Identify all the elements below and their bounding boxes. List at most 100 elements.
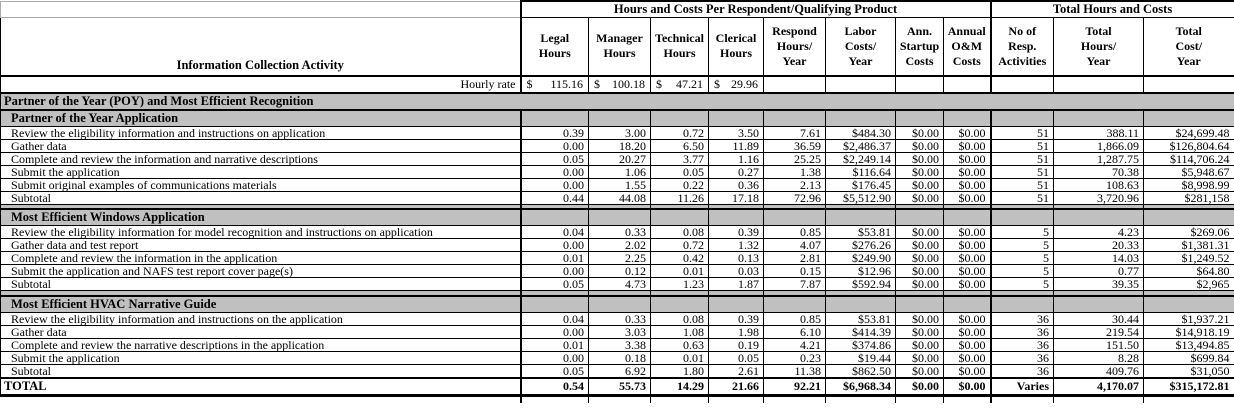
empty-cell: [519, 294, 589, 313]
table-row: Submit the application and NAFS test rep…: [0, 264, 1234, 278]
subsection-title: Partner of the Year Application: [0, 108, 521, 127]
empty-cell: [763, 294, 826, 313]
col-header-total-hours-year: Total Hours/ Year: [1053, 17, 1145, 77]
value-cell: 51: [989, 177, 1055, 192]
activity-label-cell: Gather data: [0, 324, 521, 339]
value-cell: 14.03: [1053, 251, 1145, 265]
value-cell: $0.00: [942, 177, 992, 192]
value-cell: 1.38: [763, 164, 826, 179]
value-cell: $2,249.14: [825, 151, 896, 166]
activity-label-cell: Complete and review the information in t…: [0, 251, 521, 265]
value-cell: $116.64: [825, 164, 896, 179]
col-header-technical-hours: Technical Hours: [650, 17, 709, 77]
empty-cell: [895, 294, 944, 313]
value-cell: 2.13: [763, 177, 826, 192]
value-cell: 4.23: [1053, 225, 1145, 239]
value-cell: 11.38: [763, 363, 826, 378]
value-cell: 51: [989, 125, 1055, 140]
activity-label-cell: Review the eligibility information and i…: [0, 125, 521, 140]
value-cell: 55.73: [588, 376, 651, 397]
value-cell: $19.44: [825, 350, 896, 365]
col-header-legal-hours: Legal Hours: [519, 17, 589, 77]
hourly-rate-manager: $100.18: [588, 75, 651, 94]
empty-cell: [895, 108, 944, 127]
value-cell: 36: [989, 363, 1055, 378]
empty-cell: [1053, 108, 1145, 127]
empty-cell: [989, 208, 1055, 226]
value-cell: 36: [989, 337, 1055, 352]
value-cell: 0.00: [519, 164, 589, 179]
value-cell: $0.00: [942, 138, 992, 153]
value-cell: 0.00: [519, 238, 589, 252]
value-cell: $2,486.37: [825, 138, 896, 153]
value-cell: 4.07: [763, 238, 826, 252]
value-cell: 0.01: [519, 337, 589, 352]
value-cell: $14,918.19: [1143, 324, 1234, 339]
value-cell: 0.33: [588, 311, 651, 326]
empty-cell: [989, 395, 1055, 403]
total-row: TOTAL 0.54 55.73 14.29 21.66 92.21 $6,968.34 $0…: [0, 376, 1234, 397]
value-cell: $0.00: [942, 376, 992, 397]
value-cell: $114,706.24: [1143, 151, 1234, 166]
value-cell: 0.54: [519, 376, 589, 397]
activity-label-cell: TOTAL: [0, 376, 521, 397]
table-row: Review the eligibility information and i…: [0, 125, 1234, 140]
value-cell: $53.81: [825, 225, 896, 239]
empty-cell: [763, 208, 826, 226]
value-cell: 0.85: [763, 311, 826, 326]
empty-cell: [708, 208, 764, 226]
value-cell: 4.21: [763, 337, 826, 352]
value-cell: 70.38: [1053, 164, 1145, 179]
value-cell: 0.23: [763, 350, 826, 365]
empty-cell: [1053, 294, 1145, 313]
empty-cell: [519, 395, 589, 403]
empty-cell: [708, 395, 764, 403]
value-cell: 2.81: [763, 251, 826, 265]
value-cell: 20.27: [588, 151, 651, 166]
value-cell: 151.50: [1053, 337, 1145, 352]
value-cell: 0.05: [519, 151, 589, 166]
value-cell: 0.00: [519, 177, 589, 192]
subsection-row: Most Efficient Windows Application: [0, 208, 1234, 226]
empty-cell: [650, 395, 709, 403]
group-header-totals: Total Hours and Costs: [989, 0, 1234, 18]
value-cell: 0.05: [708, 350, 764, 365]
empty-cell: [1053, 395, 1145, 403]
value-cell: $0.00: [942, 337, 992, 352]
value-cell: $0.00: [895, 350, 944, 365]
value-cell: $12.96: [825, 264, 896, 278]
value-cell: 0.05: [519, 363, 589, 378]
value-cell: 6.50: [650, 138, 709, 153]
value-cell: $0.00: [942, 190, 992, 205]
value-cell: 0.04: [519, 225, 589, 239]
value-cell: $53.81: [825, 311, 896, 326]
value-cell: $13,494.85: [1143, 337, 1234, 352]
value-cell: 1.87: [708, 277, 764, 291]
empty-cell: [1053, 208, 1145, 226]
value-cell: $0.00: [895, 138, 944, 153]
table-row: Complete and review the information in t…: [0, 251, 1234, 265]
value-cell: 51: [989, 138, 1055, 153]
value-cell: 3.00: [588, 125, 651, 140]
table-row: Complete and review the information and …: [0, 151, 1234, 166]
empty-cell: [519, 208, 589, 226]
value-cell: 72.96: [763, 190, 826, 205]
value-cell: $0.00: [942, 125, 992, 140]
col-header-manager-hours: Manager Hours: [588, 17, 651, 77]
value-cell: 1.55: [588, 177, 651, 192]
value-cell: $0.00: [895, 376, 944, 397]
value-cell: 11.89: [708, 138, 764, 153]
value-cell: 44.08: [588, 190, 651, 205]
value-cell: $8,998.99: [1143, 177, 1234, 192]
value-cell: 25.25: [763, 151, 826, 166]
value-cell: 0.42: [650, 251, 709, 265]
empty-cell: [895, 395, 944, 403]
value-cell: 0.18: [588, 350, 651, 365]
value-cell: 409.76: [1053, 363, 1145, 378]
value-cell: $0.00: [942, 238, 992, 252]
value-cell: 36: [989, 311, 1055, 326]
value-cell: $414.39: [825, 324, 896, 339]
value-cell: 1.32: [708, 238, 764, 252]
value-cell: 0.33: [588, 225, 651, 239]
value-cell: $6,968.34: [825, 376, 896, 397]
